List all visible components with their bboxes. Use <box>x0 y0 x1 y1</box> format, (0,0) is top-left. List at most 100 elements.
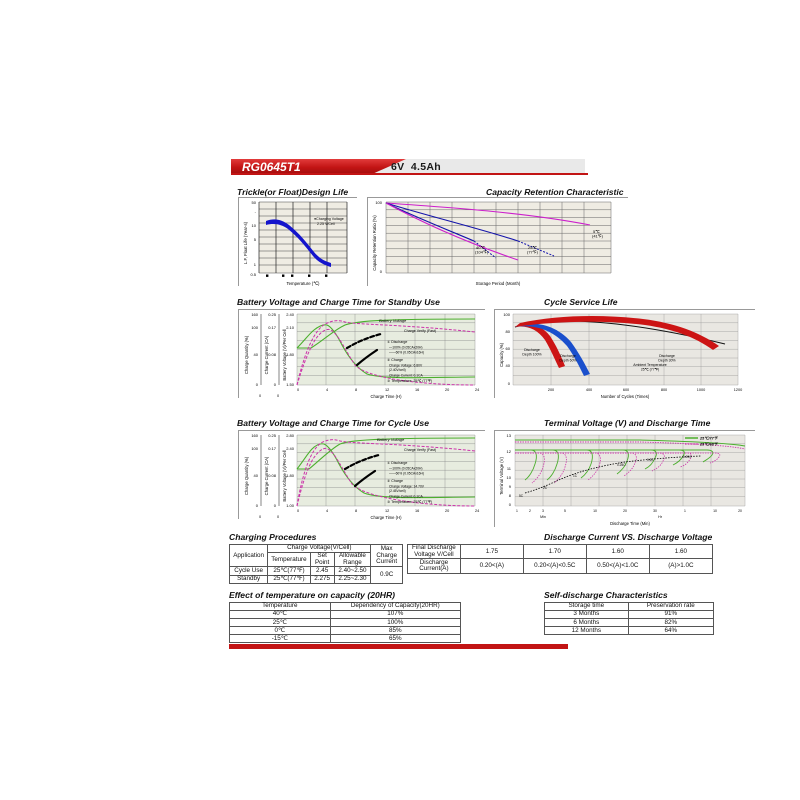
svg-text:3: 3 <box>542 509 544 513</box>
svg-text:160: 160 <box>251 433 258 438</box>
svg-text:2.10: 2.10 <box>286 325 295 330</box>
svg-text:――60% (0.05CAx16H): ――60% (0.05CAx16H) <box>389 351 424 355</box>
svg-text:20: 20 <box>738 509 742 513</box>
svg-text:10: 10 <box>713 509 717 513</box>
svg-text:4: 4 <box>326 388 328 392</box>
svg-text:24: 24 <box>475 509 479 513</box>
svg-text:0: 0 <box>259 394 261 398</box>
svg-text:1: 1 <box>684 509 686 513</box>
svg-text:Discharge: Discharge <box>524 348 540 352</box>
svg-text:60: 60 <box>506 346 511 351</box>
svg-text:Discharge: Discharge <box>659 354 675 358</box>
svg-text:100: 100 <box>503 312 510 317</box>
svg-text:(104℉): (104℉) <box>475 250 489 255</box>
svg-text:① Discharge: ① Discharge <box>387 461 407 465</box>
svg-text:1.00: 1.00 <box>286 503 295 508</box>
svg-text:0: 0 <box>297 388 299 392</box>
svg-text:5C: 5C <box>519 494 524 498</box>
svg-text:50: 50 <box>252 200 257 205</box>
svg-text:1C: 1C <box>573 474 578 478</box>
svg-text:Charge Voltage: 6.80V: Charge Voltage: 6.80V <box>389 364 423 368</box>
svg-text:2.25 V/Cell: 2.25 V/Cell <box>317 222 335 226</box>
svg-text:0.25: 0.25 <box>268 312 277 317</box>
svg-text:Storage Period (Month): Storage Period (Month) <box>476 281 521 286</box>
svg-text:Battery Voltage (V)/Per Cell: Battery Voltage (V)/Per Cell <box>282 329 287 380</box>
svg-text:13: 13 <box>507 433 512 438</box>
svg-text:0.5: 0.5 <box>250 272 256 277</box>
svg-text:800: 800 <box>661 388 667 392</box>
svg-text:0.17: 0.17 <box>268 325 277 330</box>
svg-text:Charge Current (CA): Charge Current (CA) <box>264 335 269 374</box>
svg-text:―100% (0.05CAx20H): ―100% (0.05CAx20H) <box>389 467 423 471</box>
svg-text:Charge Quantity (%): Charge Quantity (%) <box>244 456 249 495</box>
svg-text:――60% (0.05CAx16H): ――60% (0.05CAx16H) <box>389 472 424 476</box>
svg-text:1.50: 1.50 <box>286 382 295 387</box>
svg-text:20: 20 <box>445 388 449 392</box>
svg-text:Ambient Temperature: Ambient Temperature <box>633 363 666 367</box>
svg-text:Battery Voltage (V)/Per Cell: Battery Voltage (V)/Per Cell <box>282 450 287 501</box>
svg-text:1: 1 <box>516 509 518 513</box>
svg-text:1200: 1200 <box>734 388 742 392</box>
svg-text:Charge Verify (Fast): Charge Verify (Fast) <box>404 448 436 452</box>
svg-text:16: 16 <box>415 388 419 392</box>
svg-text:100: 100 <box>251 325 258 330</box>
svg-text:2C: 2C <box>543 486 548 490</box>
svg-text:600: 600 <box>623 388 629 392</box>
svg-text:12: 12 <box>385 388 389 392</box>
svg-text:40: 40 <box>506 363 511 368</box>
svg-text:(77℉): (77℉) <box>527 250 539 255</box>
svg-text:12: 12 <box>507 449 512 454</box>
svg-text:0.08: 0.08 <box>268 352 277 357</box>
svg-text:25℃/68℉: 25℃/68℉ <box>699 443 719 447</box>
svg-text:Min: Min <box>540 515 546 519</box>
svg-text:0.25: 0.25 <box>268 433 277 438</box>
svg-text:8: 8 <box>355 388 357 392</box>
svg-text:●Charging Voltage: ●Charging Voltage <box>314 217 344 221</box>
svg-text:160: 160 <box>251 312 258 317</box>
svg-text:② Charge: ② Charge <box>387 358 403 362</box>
svg-text:2.40: 2.40 <box>286 446 295 451</box>
svg-text:10: 10 <box>252 223 257 228</box>
svg-text:40: 40 <box>254 352 259 357</box>
svg-text:5: 5 <box>564 509 566 513</box>
svg-text:Depth 100%: Depth 100% <box>522 353 541 357</box>
svg-text:Charge Current: 0.1CA: Charge Current: 0.1CA <box>389 495 424 499</box>
svg-text:Capacity (%): Capacity (%) <box>499 342 504 367</box>
svg-text:0.09C: 0.09C <box>683 455 692 459</box>
svg-text:30: 30 <box>653 509 657 513</box>
svg-text:―100% (0.05CAx20H): ―100% (0.05CAx20H) <box>389 346 423 350</box>
svg-text:1.80: 1.80 <box>286 352 295 357</box>
svg-text:(2.40V/cell): (2.40V/cell) <box>389 368 406 372</box>
svg-text:Discharge: Discharge <box>560 354 576 358</box>
svg-text:100: 100 <box>251 446 258 451</box>
svg-text:Terminal Voltage (V): Terminal Voltage (V) <box>499 457 504 495</box>
svg-text:Charge Verify (Fast): Charge Verify (Fast) <box>404 329 436 333</box>
svg-text:① Discharge: ① Discharge <box>387 340 407 344</box>
svg-text:1.80: 1.80 <box>286 473 295 478</box>
svg-text:Discharge Time (Min): Discharge Time (Min) <box>610 521 650 526</box>
svg-text:24: 24 <box>475 388 479 392</box>
svg-text:4: 4 <box>326 509 328 513</box>
svg-text:8: 8 <box>355 509 357 513</box>
svg-text:10: 10 <box>593 509 597 513</box>
svg-text:40: 40 <box>254 473 259 478</box>
svg-text:1000: 1000 <box>697 388 705 392</box>
svg-text:20: 20 <box>623 509 627 513</box>
svg-text:L.F, Float Life (Year-s): L.F, Float Life (Year-s) <box>243 221 248 264</box>
svg-text:16: 16 <box>415 509 419 513</box>
svg-text:2.80: 2.80 <box>286 433 295 438</box>
svg-text:0: 0 <box>259 515 261 519</box>
svg-text:20: 20 <box>445 509 449 513</box>
svg-text:10: 10 <box>507 475 512 480</box>
svg-text:0.17: 0.17 <box>268 446 277 451</box>
svg-text:Charge Current: 0.1CA: Charge Current: 0.1CA <box>389 374 424 378</box>
svg-text:(41℉): (41℉) <box>592 234 604 239</box>
svg-text:0: 0 <box>277 515 279 519</box>
svg-text:80: 80 <box>506 329 511 334</box>
svg-text:② Charge: ② Charge <box>387 479 403 483</box>
svg-text:0.25C: 0.25C <box>617 463 626 467</box>
svg-text:Charge Time (H): Charge Time (H) <box>371 394 403 399</box>
svg-text:Temperature (℃): Temperature (℃) <box>286 281 320 286</box>
svg-text:Capacity Retention Ratio (%): Capacity Retention Ratio (%) <box>372 215 377 271</box>
svg-text:Depth 30%: Depth 30% <box>658 359 675 363</box>
